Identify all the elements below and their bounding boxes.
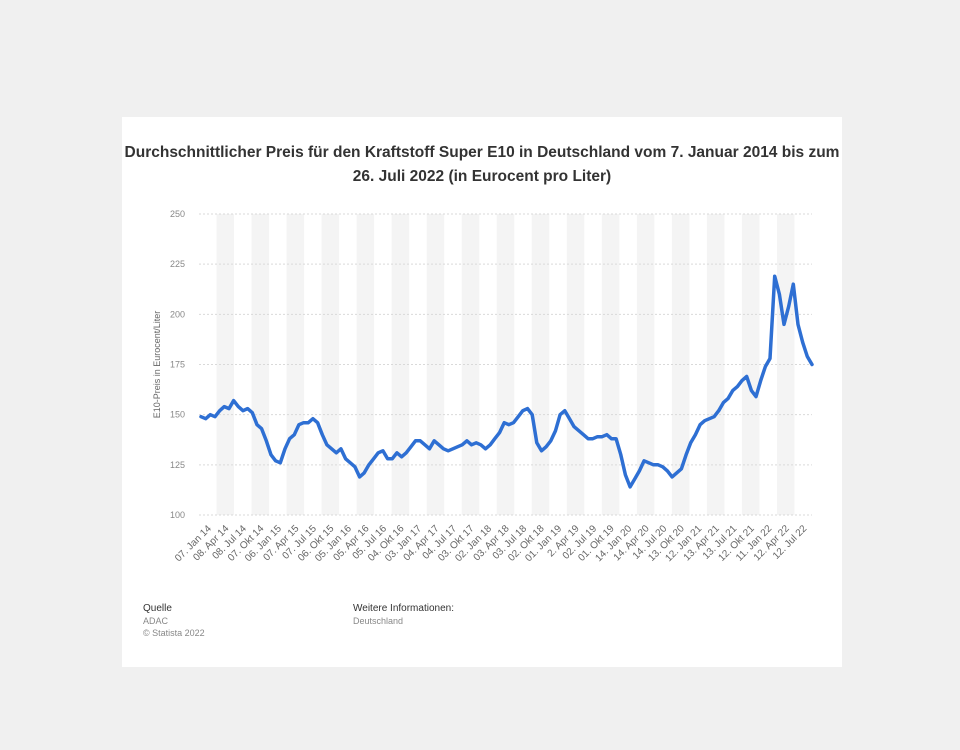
chart-title: Durchschnittlicher Preis für den Kraftst… bbox=[124, 144, 840, 185]
column-band bbox=[776, 214, 795, 515]
info-heading: Weitere Informationen: bbox=[353, 603, 454, 614]
y-tick-label: 150 bbox=[170, 410, 185, 420]
info-block: Weitere Informationen: Deutschland bbox=[353, 603, 454, 627]
column-band bbox=[496, 214, 515, 515]
y-tick-label: 225 bbox=[170, 259, 185, 269]
y-axis-title: E10-Preis in Eurocent/Liter bbox=[152, 311, 162, 419]
y-tick-label: 200 bbox=[170, 309, 185, 319]
column-band bbox=[741, 214, 760, 515]
series-line bbox=[199, 274, 814, 489]
info-line-1: Deutschland bbox=[353, 616, 404, 626]
y-tick-label: 175 bbox=[170, 360, 185, 370]
source-line-1: ADAC bbox=[143, 616, 169, 626]
y-tick-label: 100 bbox=[170, 510, 185, 520]
source-heading: Quelle bbox=[143, 603, 172, 614]
y-tick-label: 125 bbox=[170, 460, 185, 470]
y-tick-label: 250 bbox=[170, 209, 185, 219]
column-band bbox=[216, 214, 235, 515]
source-line-2: © Statista 2022 bbox=[143, 628, 205, 638]
column-band bbox=[356, 214, 375, 515]
source-block: Quelle ADAC © Statista 2022 bbox=[143, 603, 205, 639]
column-band bbox=[636, 214, 655, 515]
